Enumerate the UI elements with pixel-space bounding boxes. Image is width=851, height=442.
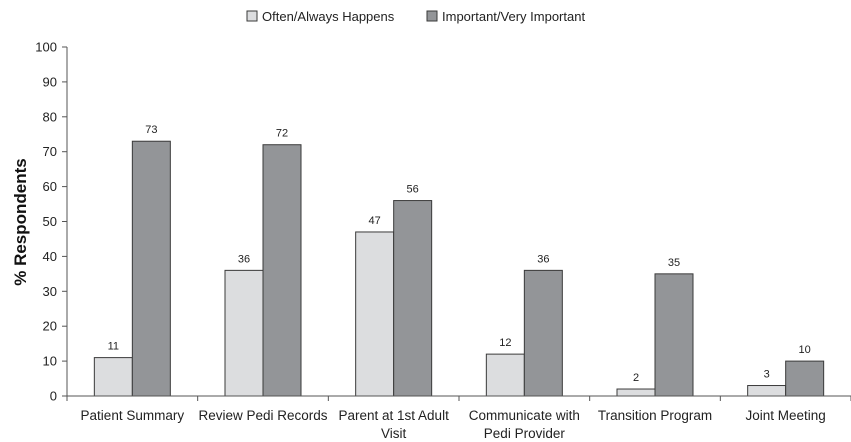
legend-swatch <box>246 10 258 22</box>
y-tick-label: 60 <box>43 179 57 194</box>
y-tick-label: 70 <box>43 144 57 159</box>
bar-often-always <box>747 385 787 397</box>
legend-swatch <box>426 10 438 22</box>
bars: 11 36 47 12 2 3 73 72 56 36 35 10 <box>93 124 825 397</box>
y-axis: 0 10 20 30 40 50 60 70 80 90 100 <box>35 40 68 404</box>
y-tick-label: 10 <box>43 354 57 369</box>
bar-often-always <box>93 357 133 397</box>
bar-often-always <box>616 388 656 397</box>
bar-important <box>523 269 563 397</box>
bar-often-always <box>485 353 525 397</box>
y-axis-label: % Respondents <box>11 158 30 286</box>
x-tick-label: Review Pedi Records <box>198 408 327 423</box>
x-tick-label: Patient Summary <box>81 408 185 423</box>
y-tick-label: 90 <box>43 74 57 89</box>
data-label: 3 <box>764 369 770 381</box>
bar-often-always <box>355 231 395 397</box>
data-label: 2 <box>633 372 639 384</box>
x-tick-label: Transition Program <box>598 408 712 423</box>
data-label: 36 <box>238 253 250 265</box>
data-label: 11 <box>108 341 119 353</box>
data-label: 47 <box>369 215 381 227</box>
bar-important <box>262 144 302 397</box>
data-label: 12 <box>499 337 511 349</box>
data-label: 56 <box>407 184 419 196</box>
bar-important <box>785 360 825 397</box>
x-tick-label: Joint Meeting <box>746 408 826 423</box>
y-tick-label: 20 <box>43 319 57 334</box>
y-tick-label: 100 <box>35 40 57 55</box>
x-tick-label: Communicate with Pedi Provider <box>469 408 580 441</box>
legend: Often/Always Happens Important/Very Impor… <box>246 9 585 24</box>
y-tick-label: 40 <box>43 249 57 264</box>
data-label: 10 <box>799 344 811 356</box>
y-tick-label: 50 <box>43 214 57 229</box>
bar-important <box>393 200 433 397</box>
data-label: 35 <box>668 257 680 269</box>
data-label: 73 <box>145 124 157 136</box>
y-tick-label: 80 <box>43 109 57 124</box>
y-tick-label: 0 <box>50 389 57 404</box>
legend-label: Often/Always Happens <box>262 9 395 24</box>
bar-important <box>131 140 171 397</box>
y-tick-label: 30 <box>43 284 57 299</box>
data-label: 36 <box>537 253 549 265</box>
data-label: 72 <box>276 128 288 140</box>
bar-important <box>654 273 694 397</box>
bar-often-always <box>224 269 264 397</box>
legend-label: Important/Very Important <box>442 9 585 24</box>
x-tick-label: Parent at 1st Adult Visit <box>339 408 450 441</box>
x-axis: Patient Summary Review Pedi Records Parent… <box>66 395 851 441</box>
